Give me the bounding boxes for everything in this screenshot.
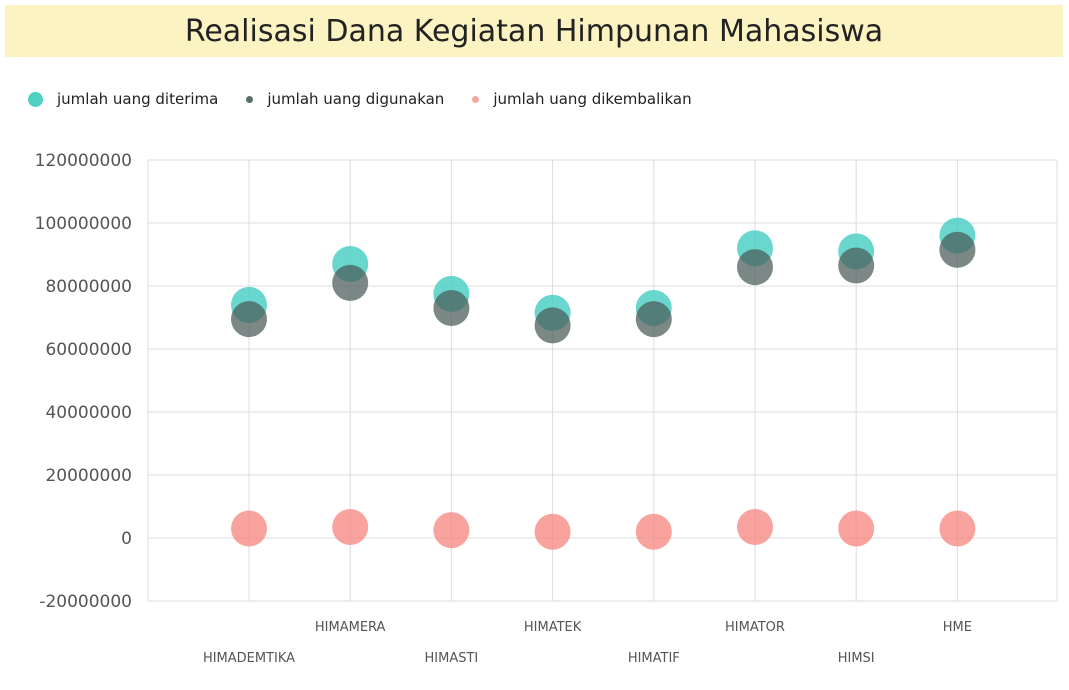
x-category-label: HIMAMERA	[315, 620, 386, 635]
data-point-dikembalikan	[635, 513, 672, 550]
legend-item-diterima: jumlah uang diterima	[28, 90, 218, 108]
legend-label-diterima: jumlah uang diterima	[57, 90, 219, 108]
data-point-dikembalikan	[332, 508, 369, 545]
legend-marker-digunakan	[246, 95, 254, 103]
y-tick-label: 100000000	[35, 214, 132, 234]
data-point-digunakan	[534, 307, 571, 344]
data-point-digunakan	[737, 249, 773, 286]
y-tick-label: 60000000	[45, 340, 132, 360]
x-category-label: HME	[943, 620, 972, 635]
data-point-dikembalikan	[534, 513, 571, 550]
legend-label-dikembalikan: jumlah uang dikembalikan	[493, 90, 692, 108]
x-category-label: HIMATIF	[628, 651, 680, 666]
legend-marker-dikembalikan	[472, 95, 480, 103]
y-tick-label: 0	[121, 529, 132, 549]
y-tick-label: 40000000	[45, 403, 132, 423]
legend-item-dikembalikan: jumlah uang dikembalikan	[472, 90, 692, 108]
data-point-digunakan	[332, 264, 369, 301]
x-category-label: HIMSI	[838, 651, 875, 666]
legend-item-digunakan: jumlah uang digunakan	[246, 90, 444, 108]
data-point-dikembalikan	[939, 510, 976, 547]
y-tick-label: 80000000	[45, 277, 132, 297]
x-category-label: HIMASTI	[425, 651, 479, 666]
data-point-digunakan	[939, 231, 976, 268]
data-point-dikembalikan	[433, 512, 470, 549]
data-point-digunakan	[838, 247, 875, 284]
data-point-digunakan	[635, 301, 672, 338]
data-point-digunakan	[433, 290, 470, 327]
data-point-dikembalikan	[737, 508, 773, 545]
y-tick-label: 120000000	[35, 151, 132, 171]
data-point-digunakan	[231, 301, 267, 338]
data-point-dikembalikan	[231, 510, 267, 547]
y-tick-label: 20000000	[45, 466, 132, 486]
data-point-dikembalikan	[838, 510, 875, 547]
x-category-label: HIMATOR	[725, 620, 785, 635]
chart-legend: jumlah uang diterima jumlah uang digunak…	[28, 88, 720, 110]
x-category-label: HIMADEMTIKA	[203, 651, 295, 666]
legend-label-digunakan: jumlah uang digunakan	[267, 90, 445, 108]
chart-title: Realisasi Dana Kegiatan Himpunan Mahasis…	[184, 13, 884, 49]
x-category-label: HIMATEK	[524, 620, 582, 635]
legend-marker-diterima	[28, 91, 43, 107]
y-tick-label: -20000000	[39, 592, 132, 612]
chart-title-bar: Realisasi Dana Kegiatan Himpunan Mahasis…	[5, 5, 1063, 57]
